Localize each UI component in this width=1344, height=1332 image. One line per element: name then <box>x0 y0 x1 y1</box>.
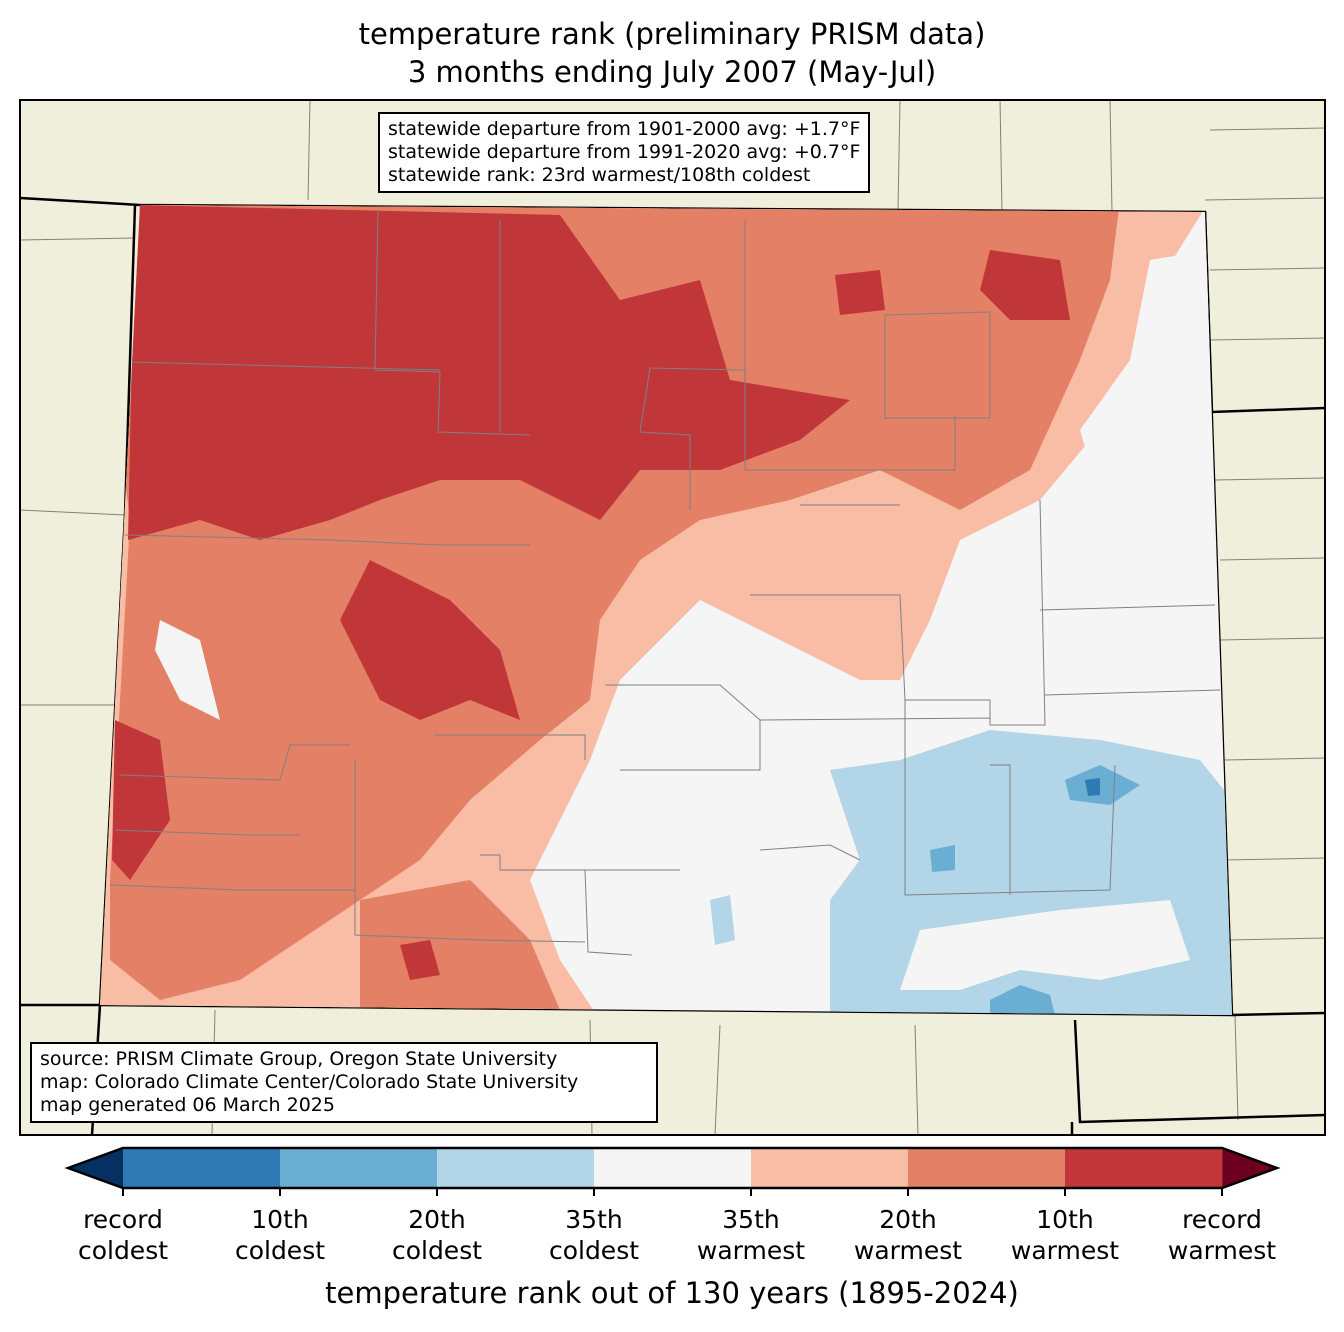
colorbar-label: temperature rank out of 130 years (1895-… <box>325 1276 1019 1310</box>
colorbar-tick-label: record coldest <box>43 1204 203 1266</box>
colorbar-bin <box>1065 1148 1223 1188</box>
colorbar-bin <box>123 1148 281 1188</box>
map-title-line2: 3 months ending July 2007 (May-Jul) <box>407 55 937 89</box>
colorbar-tick-label: 10th warmest <box>985 1204 1145 1266</box>
tick-label-line2: coldest <box>234 1236 326 1265</box>
statewide-stats-box: statewide departure from 1901-2000 avg: … <box>378 112 871 193</box>
tick-label-line2: coldest <box>391 1236 483 1265</box>
stats-line-1901-2000: statewide departure from 1901-2000 avg: … <box>388 118 861 140</box>
tick-label-line2: coldest <box>77 1236 169 1265</box>
stats-line-1991-2020: statewide departure from 1991-2020 avg: … <box>388 141 861 163</box>
map-credit-line: map: Colorado Climate Center/Colorado St… <box>40 1071 579 1093</box>
tick-label-line1: 20th <box>408 1205 466 1234</box>
stats-line-rank: statewide rank: 23rd warmest/108th colde… <box>388 164 811 186</box>
colorbar <box>64 1146 1281 1196</box>
tick-label-line2: coldest <box>548 1236 640 1265</box>
map-title-line1: temperature rank (preliminary PRISM data… <box>358 17 986 51</box>
tick-label-line1: record <box>1182 1205 1262 1234</box>
tick-label-line2: warmest <box>853 1236 963 1265</box>
tick-label-line1: 10th <box>251 1205 309 1234</box>
colorbar-extend-max <box>1222 1148 1277 1188</box>
tick-label-line1: 35th <box>565 1205 623 1234</box>
colorbar-bin <box>751 1148 909 1188</box>
colorbar-bin <box>437 1148 595 1188</box>
colorbar-tick-label: 10th coldest <box>200 1204 360 1266</box>
generated-date-line: map generated 06 March 2025 <box>40 1094 335 1116</box>
colorado-rank-fill <box>100 205 1232 1015</box>
source-box: source: PRISM Climate Group, Oregon Stat… <box>30 1042 658 1123</box>
colorbar-tick-label: record warmest <box>1142 1204 1302 1266</box>
tick-label-line2: warmest <box>1010 1236 1120 1265</box>
map-frame <box>19 99 1326 1136</box>
colorbar-extend-min <box>68 1148 123 1188</box>
tick-label-line1: 20th <box>879 1205 937 1234</box>
tick-label-line2: warmest <box>1167 1236 1277 1265</box>
colorbar-bin <box>594 1148 752 1188</box>
tick-label-line1: 35th <box>722 1205 780 1234</box>
tick-label-line2: warmest <box>696 1236 806 1265</box>
tick-label-line1: 10th <box>1036 1205 1094 1234</box>
colorbar-tick-label: 35th warmest <box>671 1204 831 1266</box>
source-line: source: PRISM Climate Group, Oregon Stat… <box>40 1048 558 1070</box>
tick-label-line1: record <box>83 1205 163 1234</box>
colorbar-bin <box>908 1148 1066 1188</box>
colorbar-bin <box>280 1148 438 1188</box>
colorbar-tick-label: 20th warmest <box>828 1204 988 1266</box>
colorbar-tick-label: 20th coldest <box>357 1204 517 1266</box>
colorbar-tick-label: 35th coldest <box>514 1204 674 1266</box>
